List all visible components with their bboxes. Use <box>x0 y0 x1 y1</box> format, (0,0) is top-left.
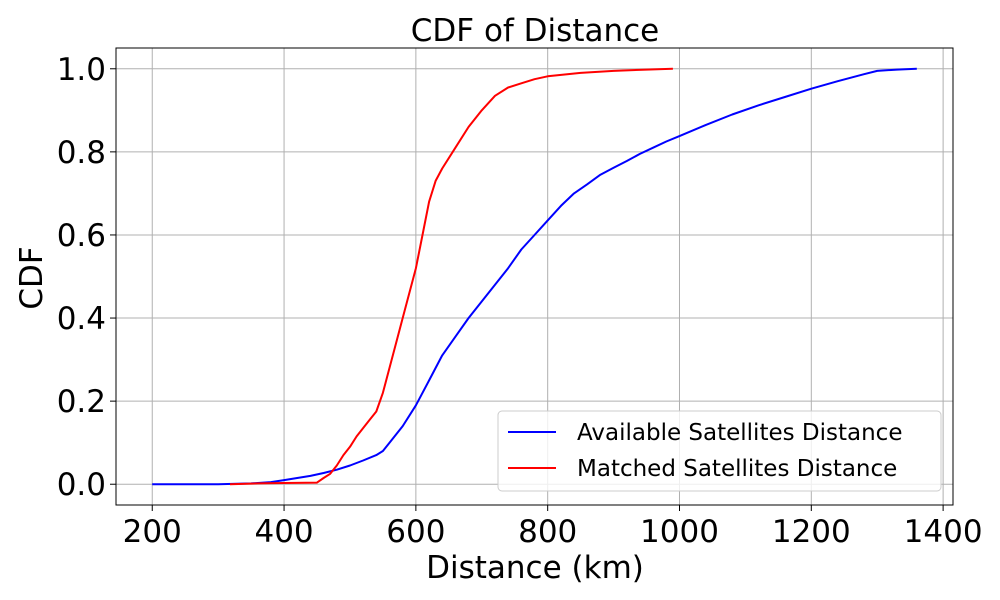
y-axis-label: CDF <box>14 246 50 309</box>
legend: Available Satellites Distance Matched Sat… <box>497 410 942 492</box>
legend-entry-available: Available Satellites Distance <box>577 420 902 446</box>
legend-box <box>497 410 942 492</box>
chart-title: CDF of Distance <box>411 13 659 49</box>
axis-ticks: 200 400 600 800 1000 1200 1400 0.0 0.2 0.4 0.6 0.8 1… <box>57 52 983 550</box>
x-tick-label: 1200 <box>772 514 851 550</box>
x-axis-label: Distance (km) <box>426 550 644 586</box>
x-tick-label: 800 <box>518 514 577 550</box>
x-tick-label: 400 <box>254 514 313 550</box>
y-tick-label: 1.0 <box>57 52 106 88</box>
y-tick-label: 0.8 <box>57 135 106 171</box>
series-layer <box>152 67 917 486</box>
matched-satellites-line <box>229 67 673 486</box>
y-tick-label: 0.0 <box>57 467 106 503</box>
y-tick-label: 0.4 <box>57 301 106 337</box>
y-tick-label: 0.6 <box>57 218 106 254</box>
x-tick-label: 600 <box>386 514 445 550</box>
available-satellites-line <box>152 67 917 486</box>
x-tick-label: 1000 <box>640 514 719 550</box>
x-tick-label: 200 <box>123 514 182 550</box>
grid-lines <box>116 48 953 505</box>
plot-frame <box>115 47 954 506</box>
y-tick-label: 0.2 <box>57 384 106 420</box>
legend-entry-matched: Matched Satellites Distance <box>577 456 897 482</box>
x-tick-label: 1400 <box>904 514 983 550</box>
